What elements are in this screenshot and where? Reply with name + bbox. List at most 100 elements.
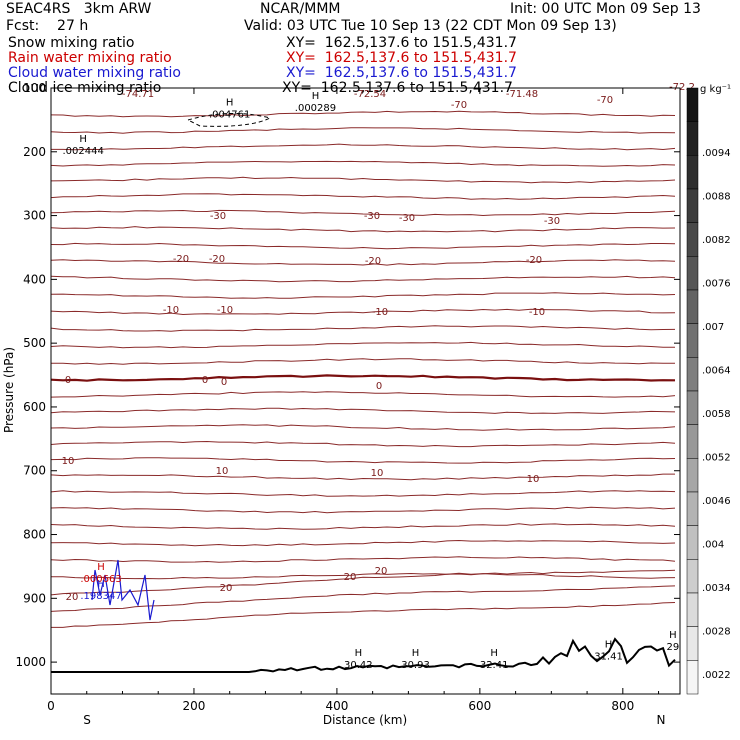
temperature-contour (50, 275, 676, 283)
temperature-contour (50, 539, 676, 547)
valid-time: Valid: 03 UTC Tue 10 Sep 13 (22 CDT Mon … (244, 18, 617, 34)
temperature-contour (50, 209, 676, 217)
temperature-contour (50, 308, 676, 316)
high-marker: H (97, 579, 105, 590)
y-tick-label: 800 (23, 528, 46, 542)
high-marker: H (669, 630, 677, 641)
temperature-contour (50, 226, 676, 233)
colorbar-swatch (686, 491, 699, 526)
contour-label: -72.54 (354, 89, 386, 100)
high-marker: H (355, 648, 363, 659)
x-tick-label: 800 (611, 699, 634, 713)
field-cloud-water-label: Cloud water mixing ratio (8, 65, 181, 81)
colorbar-label: .0076 (702, 279, 731, 290)
temperature-contour (50, 325, 676, 332)
colorbar-label: .0052 (702, 453, 731, 464)
high-value: .000663 (80, 574, 121, 585)
high-marker: H (412, 648, 420, 659)
temperature-contour (50, 110, 676, 118)
field-cloud-water-xy: XY= 162.5,137.6 to 151.5,431.7 (286, 65, 517, 81)
temperature-contour (50, 259, 676, 266)
contour-label: -10 (163, 305, 179, 316)
plot-frame (50, 87, 681, 695)
contour-label: -30 (399, 213, 415, 224)
init-time: Init: 00 UTC Mon 09 Sep 13 (510, 1, 701, 17)
colorbar-swatch (686, 525, 699, 560)
colorbar-swatch (686, 424, 699, 459)
contour-label: -70 (597, 95, 613, 106)
colorbar-swatch (686, 559, 699, 594)
temperature-contour (50, 193, 676, 200)
colorbar-swatch (686, 155, 699, 190)
temperature-contour (50, 242, 676, 250)
contour-label: -20 (173, 254, 189, 265)
temperature-contour (50, 176, 676, 184)
y-tick-label: 200 (23, 145, 46, 159)
temperature-contour (50, 473, 675, 481)
temperature-contour (51, 602, 676, 628)
high-value: .198347 (80, 591, 121, 602)
colorbar-label: .0022 (702, 670, 731, 681)
y-tick-label: 400 (23, 272, 46, 286)
model-title: SEAC4RS 3km ARW (6, 1, 152, 17)
temperature-contour (51, 572, 676, 580)
contour-label: -20 (365, 256, 381, 267)
temperature-contour (50, 490, 676, 497)
contour-label: 20 (66, 592, 79, 603)
contour-label: -74.71 (122, 89, 154, 100)
contour-label: 0 (202, 375, 208, 386)
high-value: 29 (666, 642, 679, 653)
temperature-contour (50, 292, 676, 299)
y-tick-label: 300 (23, 209, 46, 223)
colorbar-swatch (686, 323, 699, 358)
temperature-contour (50, 407, 676, 414)
high-marker: H (312, 91, 320, 102)
contour-label: -10 (217, 305, 233, 316)
temperature-contour (50, 506, 676, 514)
high-marker: H (79, 134, 87, 145)
y-tick-label: 100 (23, 81, 46, 95)
contour-label: -71.48 (506, 89, 538, 100)
temperature-contour (51, 358, 676, 365)
high-value: .002444 (62, 146, 103, 157)
contour-label: 10 (216, 466, 229, 477)
field-rain-label: Rain water mixing ratio (8, 50, 172, 66)
colorbar-swatch (686, 458, 699, 493)
colorbar-swatch (686, 626, 699, 661)
colorbar-swatch (686, 256, 699, 291)
temperature-contour (50, 569, 676, 596)
colorbar-swatch (686, 390, 699, 425)
temperature-contour (50, 127, 676, 134)
contour-label: -30 (210, 211, 226, 222)
colorbar-swatch (686, 188, 699, 223)
y-tick-label: 900 (23, 591, 46, 605)
colorbar-label: .0088 (702, 192, 731, 203)
forecast-hour: Fcst: 27 h (6, 18, 89, 34)
high-marker: H (490, 648, 498, 659)
center-title: NCAR/MMM (260, 1, 341, 17)
colorbar-swatch (686, 121, 699, 156)
x-end-label-south: S (83, 713, 91, 727)
field-snow-label: Snow mixing ratio (8, 35, 135, 51)
contour-label: -30 (544, 216, 560, 227)
colorbar-swatch (686, 592, 699, 627)
contour-label: -10 (529, 307, 545, 318)
contour-label: 0 (221, 377, 227, 388)
temperature-contour (51, 143, 676, 151)
contour-label: 0 (376, 381, 382, 392)
temperature-contour (50, 160, 676, 167)
temperature-contour (50, 424, 676, 431)
colorbar-unit: g kg⁻¹ (700, 84, 731, 95)
contour-label: -20 (209, 254, 225, 265)
colorbar-label: .0082 (702, 235, 731, 246)
contour-label: -10 (372, 307, 388, 318)
high-marker: H (605, 640, 613, 651)
high-value: 30.93 (401, 660, 430, 671)
colorbar-swatch (686, 660, 699, 695)
x-end-label-north: N (657, 713, 666, 727)
contour-label: -30 (364, 211, 380, 222)
temperature-contour (50, 457, 676, 464)
high-marker: H (226, 98, 234, 109)
colorbar-label: .0028 (702, 627, 731, 638)
